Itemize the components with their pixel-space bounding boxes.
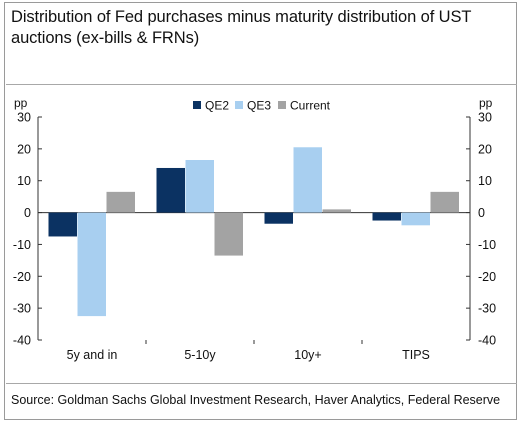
right-y-tick-label: -10 [478,238,496,252]
bar-qe3 [401,212,430,226]
chart-title: Distribution of Fed purchases minus matu… [11,8,472,47]
legend-swatch-current [278,101,286,109]
left-y-tick-label: 10 [17,174,31,188]
bar-qe3 [77,212,106,317]
bar-current [214,212,243,256]
right-axis-unit: pp [479,96,493,110]
chart-bars [48,147,459,317]
left-y-tick-label: -30 [13,302,31,316]
bar-current [430,191,459,213]
bar-qe2 [372,212,401,221]
chart-legend: QE2 QE3 Current [193,99,331,113]
left-y-tick-label: 20 [17,142,31,156]
left-axis-unit: pp [14,96,28,110]
right-y-tick-label: 30 [478,111,492,125]
left-y-tick-label: 0 [24,206,31,220]
right-y-tick-label: 0 [478,206,485,220]
bar-current [106,191,135,213]
x-category-label: 5y and in [67,348,118,362]
x-category-label: 10y+ [294,348,321,362]
right-y-tick-label: 10 [478,174,492,188]
left-y-tick-label: -10 [13,238,31,252]
legend-swatch-qe3 [235,101,243,109]
right-y-tick-label: -20 [478,270,496,284]
right-y-tick-label: -40 [478,334,496,348]
source-note: Source: Goldman Sachs Global Investment … [11,393,501,407]
bar-qe3 [185,160,214,213]
right-y-tick-label: 20 [478,142,492,156]
left-y-tick-label: -40 [13,334,31,348]
left-y-tick-label: -20 [13,270,31,284]
left-y-tick-label: 30 [17,111,31,125]
legend-label-qe2: QE2 [205,99,229,113]
source-divider [6,383,517,384]
bar-qe2 [264,212,293,224]
right-y-tick-label: -30 [478,302,496,316]
legend-label-current: Current [290,99,331,113]
legend-label-qe3: QE3 [247,99,271,113]
bar-qe3 [293,147,322,213]
title-divider [6,84,517,85]
x-category-label: TIPS [402,348,430,362]
bar-current [322,209,351,213]
x-category-label: 5-10y [184,348,216,362]
legend-swatch-qe2 [193,101,201,109]
bar-qe2 [156,167,185,213]
bar-qe2 [48,212,77,237]
